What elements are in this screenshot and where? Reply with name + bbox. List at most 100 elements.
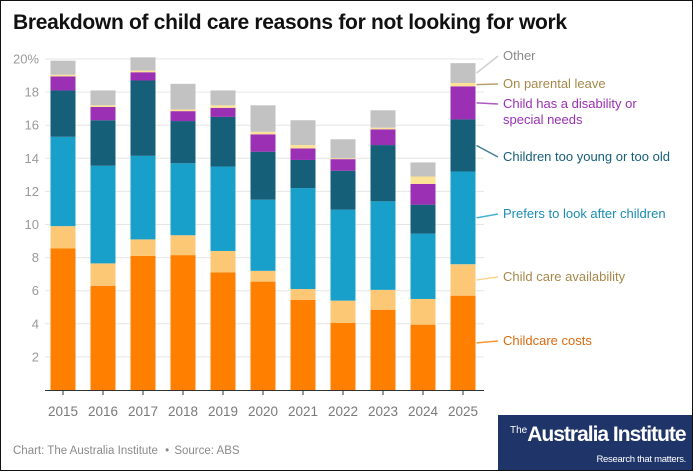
- bar-segment: [210, 250, 236, 273]
- bar-segment: [290, 188, 316, 290]
- bar-segment: [450, 264, 476, 296]
- logo-tagline: Research that matters.: [596, 454, 687, 465]
- bar-segment: [370, 127, 396, 130]
- x-tick-label: 2018: [168, 404, 198, 419]
- chart-footer: Chart: The Australia Institute • Source:…: [13, 445, 240, 457]
- bar-segment: [50, 226, 76, 249]
- bar-segment: [450, 63, 476, 83]
- logo-prefix: The: [510, 425, 528, 436]
- bar-segment: [50, 76, 76, 91]
- bar-segment: [370, 289, 396, 310]
- bar-stack-2016: [90, 90, 116, 390]
- bar-segment: [130, 57, 156, 71]
- y-tick-label: 8: [32, 250, 39, 265]
- bar-segment: [170, 163, 196, 236]
- x-tick-label: 2020: [248, 404, 278, 419]
- australia-institute-logo: TheAustralia Institute Research that mat…: [498, 415, 692, 470]
- bar-segment: [170, 121, 196, 164]
- bar-segment: [290, 120, 316, 146]
- y-tick-label: 10: [25, 217, 39, 232]
- x-tick-label: 2021: [288, 404, 318, 419]
- legend-label: special needs: [503, 112, 583, 127]
- bar-segment: [330, 159, 356, 171]
- legend-label: Other: [503, 48, 536, 63]
- bar-segment: [90, 90, 116, 106]
- bar-segment: [130, 155, 156, 240]
- bar-segment: [370, 110, 396, 128]
- bar-segment: [410, 162, 436, 177]
- footer-separator: •: [165, 445, 170, 457]
- bar-segment: [210, 107, 236, 117]
- legend-leader-line: [476, 83, 499, 86]
- x-tick-label: 2019: [208, 404, 238, 419]
- legend-leader-line: [476, 213, 499, 219]
- bar-segment: [250, 131, 276, 135]
- bar-segment: [250, 281, 276, 390]
- bar-stack-2018: [170, 83, 196, 390]
- bar-stack-2022: [330, 139, 356, 390]
- bar-segment: [130, 255, 156, 390]
- bar-segment: [210, 166, 236, 251]
- bar-segment: [50, 74, 76, 77]
- bar-segment: [290, 159, 316, 189]
- bar-segment: [450, 295, 476, 390]
- bar-segment: [170, 111, 196, 122]
- bar-segment: [330, 209, 356, 301]
- bar-stack-2017: [130, 57, 156, 390]
- bar-segment: [330, 139, 356, 159]
- bar-segment: [170, 255, 196, 390]
- bar-segment: [250, 105, 276, 132]
- bar-segment: [50, 248, 76, 390]
- bar-segment: [410, 183, 436, 205]
- chart-credit: Chart: The Australia Institute: [13, 445, 158, 457]
- bar-segment: [250, 134, 276, 152]
- bar-stack-2024: [410, 162, 436, 390]
- legend-label: Childcare costs: [503, 333, 592, 348]
- x-tick-label: 2017: [128, 404, 158, 419]
- x-axis: 2015 2016 2017 2018 2019 2020 2021 2022 2023 2024…: [45, 390, 484, 419]
- bar-segment: [410, 233, 436, 299]
- bar-segment: [90, 106, 116, 121]
- y-tick-label: 14: [25, 151, 39, 166]
- bar-segment: [250, 199, 276, 271]
- bar-segment: [50, 90, 76, 137]
- bar-stack-2019: [210, 90, 236, 390]
- x-tick-label: 2015: [48, 404, 78, 419]
- bar-segment: [330, 170, 356, 210]
- bar-segment: [130, 239, 156, 256]
- legend-label: On parental leave: [503, 76, 606, 91]
- bar-segment: [170, 109, 196, 112]
- chart-title: Breakdown of child care reasons for not …: [13, 11, 567, 34]
- bar-segment: [330, 322, 356, 390]
- bar-segment: [450, 171, 476, 265]
- bar-segment: [410, 176, 436, 184]
- bar-segment: [90, 285, 116, 390]
- bar-segment: [130, 80, 156, 156]
- bar-segment: [410, 204, 436, 234]
- bar-segment: [330, 300, 356, 323]
- bar-stack-2021: [290, 120, 316, 390]
- logo-name: Australia Institute: [527, 423, 686, 446]
- legend-leader-line: [476, 144, 499, 158]
- y-tick-label: 16: [25, 118, 39, 133]
- direct-labels-legend: Other On parental leave Child has a disabi…: [476, 48, 670, 348]
- legend-label: Child care availability: [503, 269, 626, 284]
- chart-source: Source: ABS: [174, 445, 240, 457]
- bar-segment: [90, 120, 116, 166]
- bar-stack-2015: [50, 60, 76, 390]
- y-tick-label: 12: [25, 184, 39, 199]
- legend-label: Child has a disability or: [503, 96, 637, 111]
- bar-segment: [170, 83, 196, 110]
- bar-stack-2025: [450, 63, 476, 390]
- bar-segment: [210, 272, 236, 390]
- legend-label: Prefers to look after children: [503, 206, 666, 221]
- bar-segment: [370, 201, 396, 290]
- x-tick-label: 2024: [408, 404, 439, 419]
- legend-leader-line: [476, 102, 499, 105]
- bar-segment: [90, 263, 116, 286]
- bar-segment: [410, 298, 436, 325]
- logo-wordmark: TheAustralia Institute: [510, 423, 687, 447]
- bar-segment: [290, 145, 316, 149]
